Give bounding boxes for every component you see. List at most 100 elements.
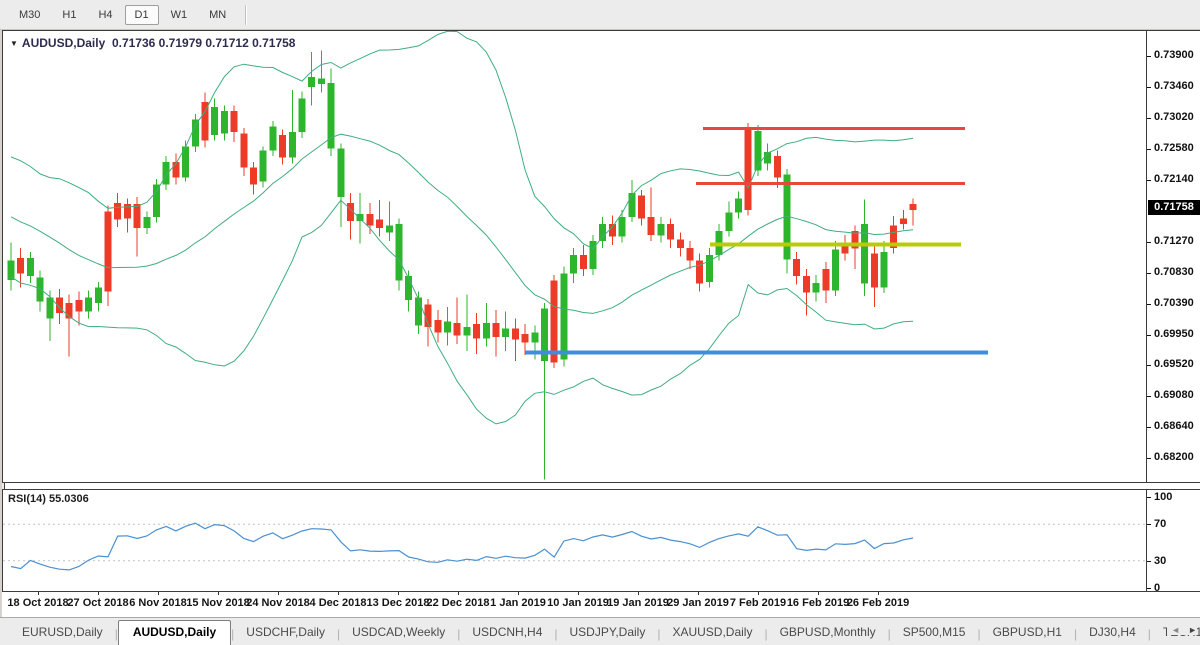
timeframe-button-mn[interactable]: MN [209, 8, 227, 21]
tab-separator: | [554, 626, 558, 641]
date-tick [878, 592, 879, 595]
tab-separator: | [1073, 626, 1078, 641]
tab-separator: | [977, 626, 981, 641]
rsi-label: RSI(14) 55.0306 [8, 493, 89, 505]
date-tick [698, 592, 699, 595]
rsi-axis: 100 70 30 0 [1146, 490, 1200, 594]
tab-separator: | [231, 626, 235, 641]
price-tick [1147, 365, 1151, 366]
price-tick [1147, 118, 1151, 119]
date-axis: 18 Oct 2018 27 Oct 2018 6 Nov 2018 15 Nov 2… [0, 592, 1200, 617]
tab-separator: | [764, 626, 768, 641]
chart-tab-audusd-daily[interactable]: AUDUSD,Daily [117, 620, 232, 645]
timeframe-buttons: M30 H1 H4 D1 W1 MN [8, 4, 237, 25]
hline-objects [525, 127, 988, 355]
chart-tabs-bar: EURUSD,Daily | AUDUSD,Daily | USDCHF,Daily | U… [0, 617, 1200, 645]
price-tick [1147, 56, 1151, 57]
date-axis-label: 13 Dec 2018 [366, 597, 430, 609]
price-axis-label: 0.70830 [1154, 266, 1194, 278]
rsi-indicator-name: RSI(14) [8, 493, 46, 505]
price-axis-label: 0.69080 [1154, 389, 1194, 401]
chart-tab-usdjpy-daily[interactable]: USDJPY,Daily [569, 625, 646, 639]
date-axis-label: 7 Feb 2019 [729, 597, 787, 609]
date-tick [638, 592, 639, 595]
scroll-left-icon[interactable]: ◄ [1171, 625, 1181, 635]
chart-tab-eurusd-daily[interactable]: EURUSD,Daily [22, 625, 103, 639]
chart-tabs: EURUSD,Daily | AUDUSD,Daily | USDCHF,Daily | U… [10, 620, 1200, 645]
chart-tab-dj30-h4[interactable]: DJ30,H4 [1089, 625, 1136, 639]
price-chart-plot[interactable] [3, 31, 1146, 482]
chart-tab-usdcnh-h4[interactable]: USDCNH,H4 [472, 625, 543, 639]
chart-symbol-label: AUDUSD,Daily [21, 36, 106, 50]
price-tick [1147, 149, 1151, 150]
rsi-tick [1147, 588, 1151, 589]
chart-tab-sp500-m15[interactable]: SP500,M15 [902, 625, 966, 639]
tab-separator: | [336, 626, 341, 641]
date-axis-label: 6 Nov 2018 [129, 597, 187, 609]
chart-tab-gbpusd-monthly[interactable]: GBPUSD,Monthly [779, 625, 876, 639]
rsi-axis-label: 0 [1154, 582, 1161, 594]
chart-tab-gbpusd-h1[interactable]: GBPUSD,H1 [992, 625, 1062, 639]
price-tick [1147, 396, 1151, 397]
date-axis-label: 22 Dec 2018 [426, 597, 490, 609]
timeframe-button-w1[interactable]: W1 [170, 8, 188, 21]
date-tick [38, 592, 39, 595]
rsi-axis-label: 100 [1154, 491, 1173, 503]
rsi-axis-label: 30 [1154, 555, 1167, 567]
date-tick [218, 592, 219, 595]
price-axis-label: 0.68200 [1154, 451, 1194, 463]
date-axis-label: 1 Jan 2019 [490, 597, 546, 609]
tab-separator: | [887, 626, 891, 641]
price-tick [1147, 335, 1151, 336]
tab-scroll-arrows: ◄ ► [1167, 625, 1197, 635]
date-tick [818, 592, 819, 595]
price-axis-label: 0.70390 [1154, 297, 1194, 309]
price-axis-label: 0.72580 [1154, 142, 1194, 154]
tab-separator: | [114, 626, 118, 641]
date-axis-label: 19 Jan 2019 [607, 597, 669, 609]
date-tick [758, 592, 759, 595]
price-tick [1147, 180, 1151, 181]
date-axis-label: 24 Nov 2018 [246, 597, 310, 609]
date-tick [518, 592, 519, 595]
price-axis-label: 0.69520 [1154, 358, 1194, 370]
candles-layer [7, 50, 917, 480]
scroll-right-icon[interactable]: ► [1188, 625, 1197, 635]
date-tick [578, 592, 579, 595]
rsi-current-value: 55.0306 [48, 493, 89, 505]
timeframe-button-h1[interactable]: H1 [62, 8, 77, 21]
panel-splitter[interactable] [4, 483, 1200, 489]
rsi-tick [1147, 524, 1151, 525]
chart-title: ▼ AUDUSD,Daily 0.71736 0.71979 0.71712 0.… [10, 36, 295, 50]
date-axis-label: 27 Oct 2018 [67, 597, 129, 609]
price-axis-label: 0.72140 [1154, 173, 1194, 185]
price-axis-label: 0.73900 [1154, 49, 1194, 61]
tab-separator: | [657, 626, 661, 641]
price-axis-label: 0.73020 [1154, 111, 1194, 123]
timeframe-toolbar: M30 H1 H4 D1 W1 MN [0, 0, 1200, 30]
date-axis-label: 26 Feb 2019 [846, 597, 910, 609]
price-axis-label: 0.69950 [1154, 328, 1194, 340]
chart-tab-usdcad-weekly[interactable]: USDCAD,Weekly [352, 625, 446, 639]
timeframe-button-d1[interactable]: D1 [124, 4, 159, 25]
chart-tab-xauusd-daily[interactable]: XAUUSD,Daily [672, 625, 753, 639]
price-tick [1147, 427, 1151, 428]
chart-tab-usdchf-daily[interactable]: USDCHF,Daily [246, 625, 325, 639]
timeframe-button-h4[interactable]: H4 [98, 8, 113, 21]
date-tick [398, 592, 399, 595]
chart-ohlc-values: 0.71736 0.71979 0.71712 0.71758 [111, 36, 296, 50]
price-tick [1147, 273, 1151, 274]
rsi-line [10, 522, 914, 571]
date-tick [338, 592, 339, 595]
rsi-tick [1147, 561, 1151, 562]
date-axis-label: 16 Feb 2019 [786, 597, 850, 609]
date-tick [98, 592, 99, 595]
rsi-tick [1147, 497, 1151, 498]
price-tick [1147, 87, 1151, 88]
chevron-down-icon[interactable]: ▼ [10, 39, 18, 48]
price-tick [1147, 458, 1151, 459]
rsi-plot[interactable] [3, 490, 1146, 591]
price-tick [1147, 242, 1151, 243]
timeframe-button-m30[interactable]: M30 [19, 8, 41, 21]
